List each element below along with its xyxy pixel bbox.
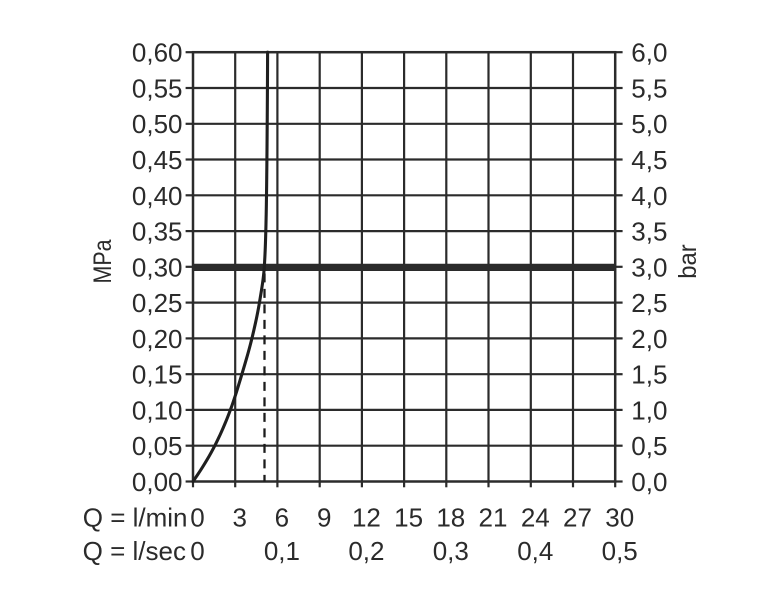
svg-text:0,55: 0,55 — [132, 74, 183, 104]
svg-text:4,5: 4,5 — [631, 145, 667, 175]
svg-text:5,0: 5,0 — [631, 109, 667, 139]
svg-text:0,45: 0,45 — [132, 145, 183, 175]
svg-text:0,35: 0,35 — [132, 217, 183, 247]
svg-text:3,0: 3,0 — [631, 252, 667, 282]
svg-text:0,0: 0,0 — [631, 467, 667, 497]
svg-text:3: 3 — [232, 503, 246, 533]
svg-text:5,5: 5,5 — [631, 74, 667, 104]
svg-text:6,0: 6,0 — [631, 38, 667, 68]
svg-text:15: 15 — [394, 503, 423, 533]
svg-text:6: 6 — [275, 503, 289, 533]
svg-text:0,5: 0,5 — [631, 431, 667, 461]
svg-text:0,2: 0,2 — [348, 536, 384, 566]
svg-text:0,15: 0,15 — [132, 360, 183, 390]
svg-text:1,5: 1,5 — [631, 360, 667, 390]
svg-text:0,50: 0,50 — [132, 109, 183, 139]
svg-text:30: 30 — [605, 503, 634, 533]
svg-text:0,20: 0,20 — [132, 324, 183, 354]
svg-text:12: 12 — [352, 503, 381, 533]
svg-text:3,5: 3,5 — [631, 217, 667, 247]
svg-text:24: 24 — [521, 503, 550, 533]
svg-text:0: 0 — [190, 536, 204, 566]
svg-text:0,3: 0,3 — [433, 536, 469, 566]
svg-text:Q = l/min: Q = l/min — [83, 503, 188, 533]
svg-text:2,5: 2,5 — [631, 288, 667, 318]
svg-text:0,10: 0,10 — [132, 395, 183, 425]
svg-text:0,4: 0,4 — [517, 536, 553, 566]
svg-text:18: 18 — [436, 503, 465, 533]
svg-text:Q = l/sec: Q = l/sec — [83, 536, 186, 566]
svg-text:0,5: 0,5 — [602, 536, 638, 566]
svg-text:MPa: MPa — [89, 239, 117, 283]
svg-text:1,0: 1,0 — [631, 395, 667, 425]
svg-text:4,0: 4,0 — [631, 181, 667, 211]
svg-text:0,60: 0,60 — [132, 38, 183, 68]
svg-text:bar: bar — [674, 244, 702, 279]
svg-text:9: 9 — [317, 503, 331, 533]
svg-text:0,1: 0,1 — [264, 536, 300, 566]
svg-text:0,05: 0,05 — [132, 431, 183, 461]
svg-text:0,40: 0,40 — [132, 181, 183, 211]
svg-text:27: 27 — [563, 503, 592, 533]
svg-text:2,0: 2,0 — [631, 324, 667, 354]
svg-text:0,00: 0,00 — [132, 467, 183, 497]
svg-text:0,25: 0,25 — [132, 288, 183, 318]
svg-text:21: 21 — [479, 503, 508, 533]
svg-text:0,30: 0,30 — [132, 252, 183, 282]
svg-text:0: 0 — [190, 503, 204, 533]
